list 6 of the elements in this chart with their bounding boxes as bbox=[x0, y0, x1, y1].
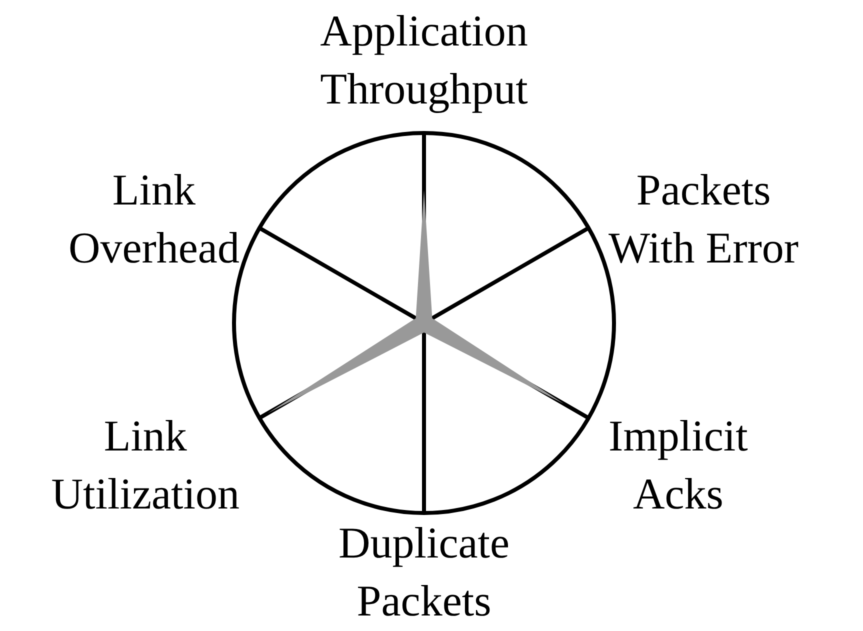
spoke-label: Link Utilization bbox=[51, 412, 240, 519]
spoke-label: Application Throughput bbox=[320, 6, 528, 114]
spoke-label: Duplicate Packets bbox=[338, 518, 510, 626]
spoke-label: Implicit Acks bbox=[608, 412, 748, 519]
spoke-label: Packets With Error bbox=[608, 166, 799, 273]
spoke-label: Link Overhead bbox=[68, 166, 240, 273]
